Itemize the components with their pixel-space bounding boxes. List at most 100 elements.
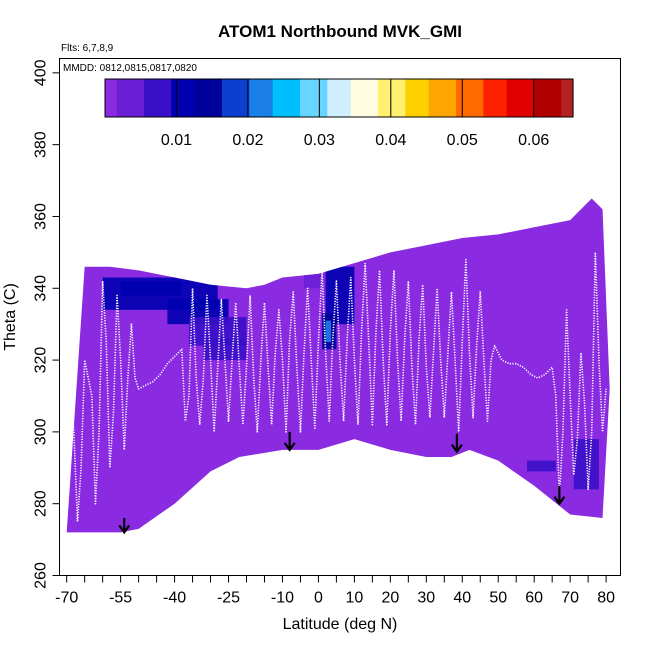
colorbar-cell	[475, 79, 480, 117]
x-tick-label: 80	[597, 590, 615, 607]
colorbar-cell	[124, 79, 129, 117]
colorbar-cell	[534, 79, 539, 117]
colorbar-cell	[389, 79, 395, 117]
x-tick-label: -25	[217, 590, 240, 607]
enhancement-cell-7	[325, 320, 332, 343]
colorbar-tick-label: 0.05	[447, 132, 478, 149]
y-tick-label: 360	[33, 203, 50, 230]
colorbar-cell	[132, 79, 137, 117]
colorbar-cell	[381, 79, 387, 117]
colorbar-cell	[440, 79, 445, 117]
colorbar-cell	[237, 79, 243, 117]
colorbar-cell	[444, 79, 449, 117]
colorbar-cell	[487, 79, 492, 117]
colorbar-cell	[393, 79, 399, 117]
x-tick-label: -10	[271, 590, 294, 607]
y-tick-label: 320	[33, 347, 50, 374]
colorbar-cell	[175, 79, 180, 117]
colorbar-cell	[253, 79, 258, 117]
colorbar-cell	[514, 79, 519, 117]
colorbar-cell	[319, 79, 324, 117]
colorbar-cell	[241, 79, 246, 117]
colorbar-cell	[116, 79, 122, 117]
colorbar-cell	[171, 79, 176, 117]
colorbar-cell	[315, 79, 321, 117]
colorbar-cell	[417, 79, 422, 117]
marker-arrow-3	[553, 485, 566, 506]
enhancement-cell-1	[120, 281, 182, 296]
colorbar-cell	[467, 79, 473, 117]
colorbar-cell	[272, 79, 278, 117]
colorbar-cell	[518, 79, 523, 117]
colorbar-cell	[420, 79, 426, 117]
colorbar-cell	[346, 79, 352, 117]
colorbar-cell	[354, 79, 360, 117]
colorbar-cell	[128, 79, 133, 117]
colorbar-cell	[198, 79, 204, 117]
enhancement-layer	[102, 266, 599, 490]
colorbar-tick-label: 0.02	[232, 132, 263, 149]
colorbar-cell	[190, 79, 196, 117]
colorbar-cell	[569, 79, 574, 117]
x-tick-label: 20	[381, 590, 399, 607]
dates-label: MMDD: 0812,0815,0817,0820	[63, 63, 197, 74]
colorbar-cell	[479, 79, 484, 117]
colorbar-cell	[105, 79, 110, 117]
colorbar-cell	[140, 79, 145, 117]
marker-arrow-2	[450, 433, 463, 454]
colorbar-cell	[545, 79, 551, 117]
colorbar-cell	[167, 79, 172, 117]
colorbar-cell	[264, 79, 270, 117]
colorbar-cell	[159, 79, 165, 117]
marker-arrow-head	[283, 442, 296, 452]
y-tick-label: 300	[33, 418, 50, 445]
colorbar-cell	[327, 79, 332, 117]
colorbar-cell	[452, 79, 457, 117]
colorbar-cell	[495, 79, 500, 117]
colorbar-cell	[120, 79, 126, 117]
colorbar-cell	[522, 79, 527, 117]
colorbar-cell	[549, 79, 555, 117]
colorbar-cell	[331, 79, 336, 117]
colorbar-cell	[385, 79, 391, 117]
colorbar-cell	[179, 79, 184, 117]
x-axis: -70 -55 -40 -25 -10 0 10 20 30 40 50 60 70 80	[55, 575, 615, 607]
marker-arrow-1	[283, 431, 296, 452]
colorbar-cell	[401, 79, 406, 117]
colorbar-cell	[155, 79, 161, 117]
colorbar-cell	[210, 79, 215, 117]
marker-arrow-0	[118, 518, 131, 535]
x-tick-label: 10	[345, 590, 363, 607]
colorbar-cell	[186, 79, 192, 117]
colorbar-cell	[491, 79, 496, 117]
colorbar-cell	[225, 79, 231, 117]
colorbar-cell	[502, 79, 508, 117]
colorbar-cell	[202, 79, 207, 117]
colorbar-cell	[280, 79, 285, 117]
colorbar-cell	[323, 79, 328, 117]
colorbar-cell	[557, 79, 562, 117]
enhancement-cell-10	[573, 439, 599, 490]
colorbar-cell	[409, 79, 414, 117]
x-tick-label: 70	[561, 590, 579, 607]
y-tick-label: 260	[33, 562, 50, 589]
colorbar-tick-label: 0.03	[304, 132, 335, 149]
colorbar-cell	[506, 79, 512, 117]
colorbar-cell	[362, 79, 367, 117]
colorbar-cell	[397, 79, 402, 117]
colorbar-cell	[456, 79, 461, 117]
colorbar-cell	[432, 79, 438, 117]
y-axis-label: Theta (C)	[2, 283, 19, 351]
x-tick-label: 40	[453, 590, 471, 607]
colorbar-cell	[370, 79, 375, 117]
colorbar-cell	[288, 79, 293, 117]
colorbar-cell	[136, 79, 141, 117]
colorbar-cell	[498, 79, 504, 117]
marker-arrow-head	[118, 524, 131, 535]
colorbar-cell	[144, 79, 149, 117]
colorbar-cell	[300, 79, 305, 117]
colorbar-cell	[483, 79, 488, 117]
colorbar-tick-label: 0.06	[518, 132, 549, 149]
colorbar-cell	[335, 79, 340, 117]
